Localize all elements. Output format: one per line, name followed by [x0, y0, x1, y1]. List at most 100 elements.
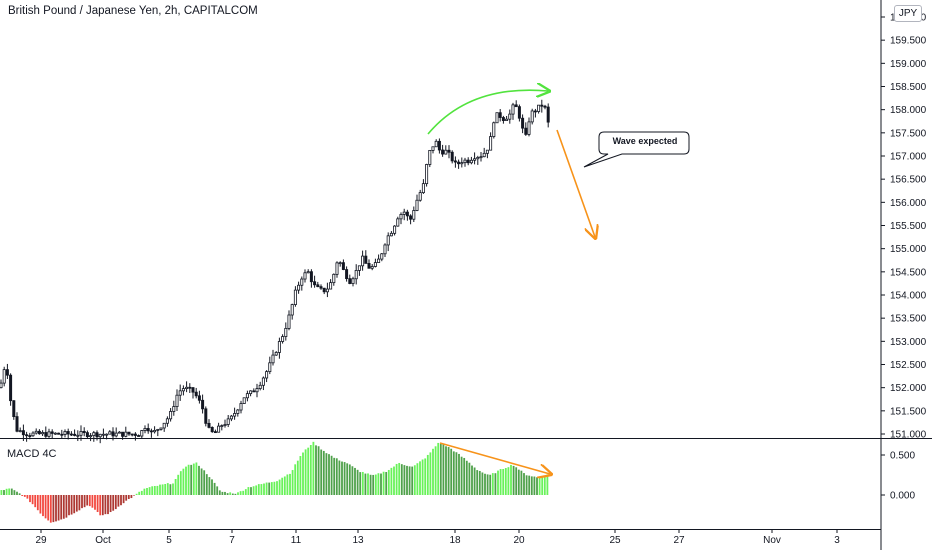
candle-body-down [66, 431, 70, 435]
candle [140, 429, 144, 439]
candle [463, 157, 467, 167]
candle-body-down [367, 263, 371, 269]
candle-body-down [9, 374, 13, 402]
time-tick-label: 13 [352, 535, 364, 546]
candle [21, 424, 25, 442]
candle [63, 429, 67, 438]
candle [447, 145, 451, 159]
candle-body-down [524, 127, 528, 135]
candle-body-up [165, 418, 169, 424]
candle [425, 163, 429, 187]
candle [479, 151, 483, 162]
macd-bar [367, 473, 369, 495]
macd-bar [283, 476, 286, 495]
candle [9, 373, 13, 406]
candle-body-up [18, 430, 22, 433]
candle-body-up [0, 382, 3, 389]
time-tick-label: Nov [763, 535, 781, 546]
macd-bar [34, 495, 37, 508]
macd-bar [304, 449, 307, 495]
time-tick-label: 3 [834, 535, 840, 546]
candle [31, 431, 35, 437]
candle [434, 139, 438, 148]
macd-bar [346, 463, 349, 495]
macd-tick-label: 0.000 [890, 491, 915, 502]
macd-bar [265, 482, 268, 495]
candle [191, 387, 195, 399]
candle-body-up [396, 218, 400, 227]
candle [153, 426, 157, 434]
macd-bar [255, 485, 258, 495]
candle [79, 425, 83, 441]
macd-bar [525, 475, 528, 495]
candle-body-up [383, 244, 387, 255]
candle [217, 422, 221, 433]
candle [18, 427, 22, 433]
candle-body-down [149, 430, 153, 433]
candle [53, 432, 57, 435]
candle [89, 433, 93, 442]
macd-bar [270, 482, 273, 495]
macd-bar [10, 488, 13, 495]
candle-body-up [489, 136, 493, 151]
candle [15, 412, 19, 433]
candle [37, 429, 41, 435]
candle-body-down [95, 432, 99, 438]
candle-body-up [143, 428, 147, 431]
candle-body-up [380, 253, 384, 260]
candle-body-down [437, 140, 441, 151]
macd-bar [543, 476, 546, 495]
candle-body-down [546, 106, 550, 123]
macd-bar [320, 449, 323, 495]
currency-badge[interactable]: JPY [894, 5, 922, 22]
macd-bar [49, 495, 52, 523]
candle [370, 264, 374, 271]
price-tick-label: 153.000 [890, 337, 927, 348]
candle [69, 431, 73, 436]
candle-body-up [505, 118, 509, 121]
candle-body-up [226, 418, 230, 425]
candle [543, 104, 547, 110]
macd-bar [127, 495, 130, 499]
candle-body-up [479, 156, 483, 159]
candle-body-up [370, 266, 374, 269]
candle-body-down [197, 395, 201, 401]
macd-bar [179, 471, 182, 495]
candle-body-up [460, 162, 464, 165]
candle [185, 381, 189, 393]
candle-body-down [137, 435, 141, 437]
candle-body-down [201, 399, 205, 410]
macd-bar [354, 467, 356, 495]
macd-bar [460, 456, 463, 495]
candle [197, 390, 201, 404]
candle [322, 287, 326, 295]
candle [460, 157, 464, 168]
candle [255, 383, 259, 398]
candle-body-up [274, 352, 278, 356]
candle-body-up [537, 104, 541, 112]
macd-bar [333, 457, 336, 495]
candle-body-up [415, 199, 419, 211]
time-axis: 29 Oct 5 7 11 13 18 20 25 27 Nov 3 [35, 529, 840, 546]
candle-body-up [79, 430, 83, 436]
candle-body-down [15, 416, 19, 432]
candle-body-down [540, 104, 544, 107]
candle [466, 157, 470, 166]
candle [293, 286, 297, 307]
macd-bar [517, 469, 520, 495]
macd-bar [234, 493, 237, 495]
macd-bar [99, 495, 102, 516]
macd-bar [372, 474, 375, 495]
macd-bar [491, 473, 494, 495]
macd-bar [382, 471, 385, 495]
candle [431, 146, 435, 154]
macd-bar [398, 462, 401, 495]
candle-body-up [124, 431, 128, 437]
macd-bar [138, 491, 141, 495]
macd-bar [406, 465, 408, 495]
candle [130, 433, 134, 437]
macd-bar [530, 476, 533, 495]
macd-bar [278, 479, 281, 495]
macd-bar [257, 484, 260, 495]
